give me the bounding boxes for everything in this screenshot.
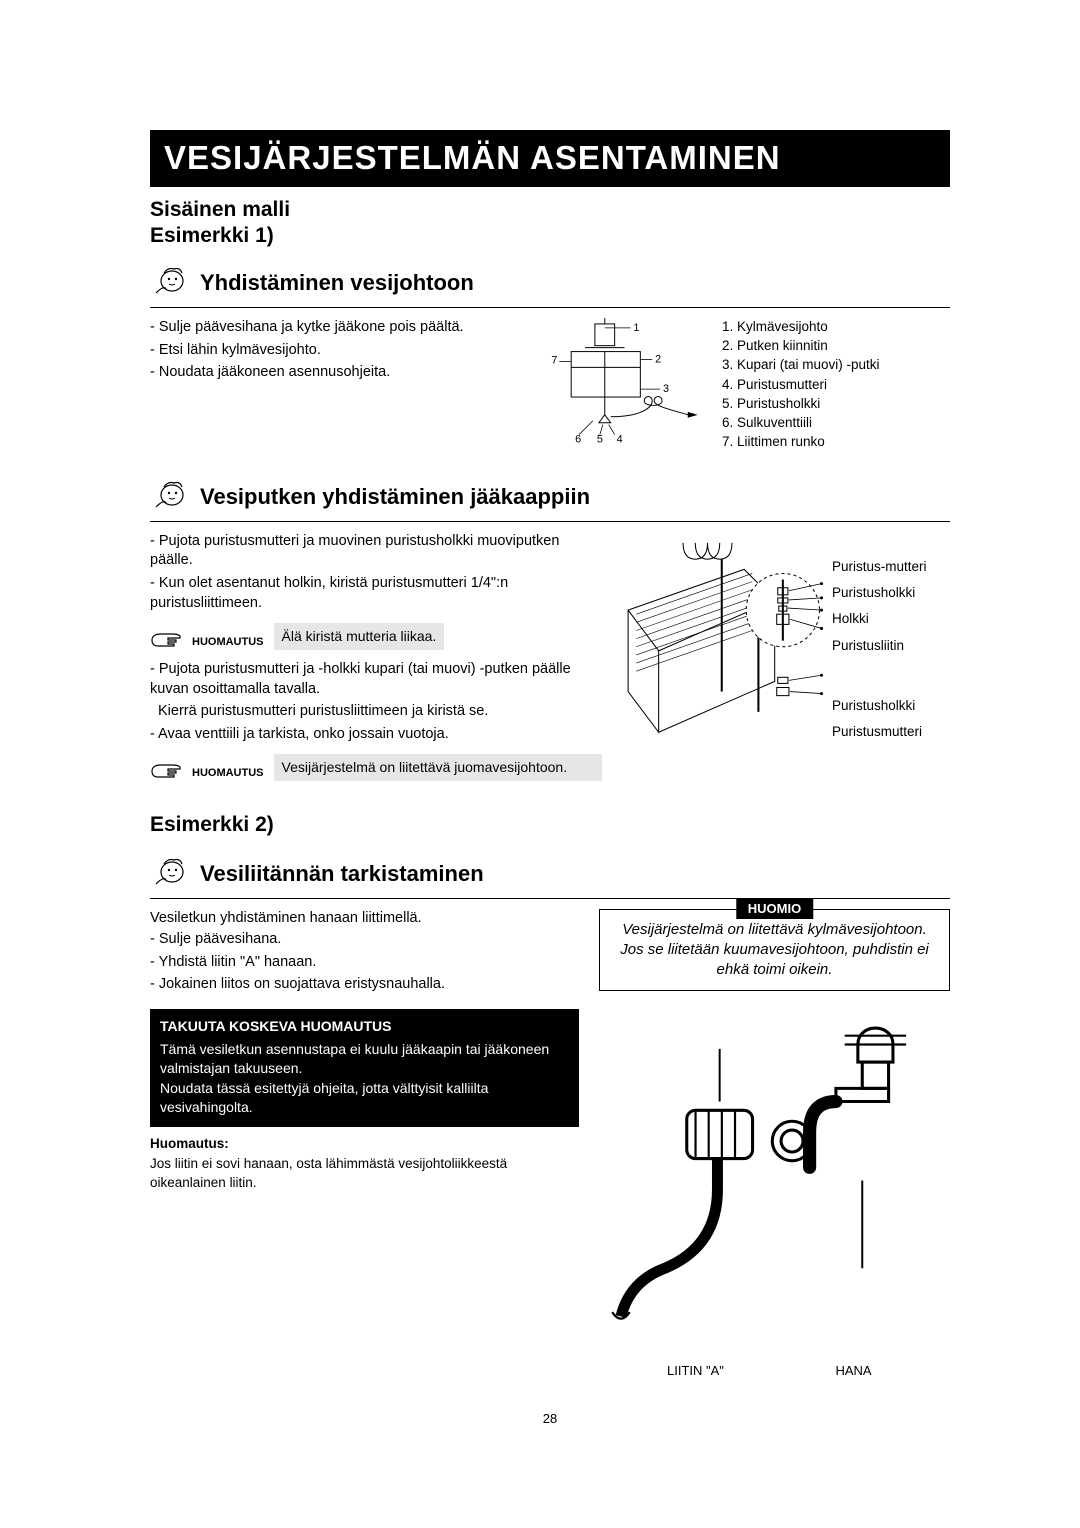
legend-item: 7. Liittimen runko — [722, 433, 950, 451]
page-number: 28 — [150, 1410, 950, 1428]
section2-bullets1: - Pujota puristusmutteri ja muovinen pur… — [150, 532, 602, 613]
legend-item: 2. Putken kiinnitin — [722, 337, 950, 355]
pointing-hand-icon — [150, 626, 182, 648]
svg-text:5: 5 — [597, 434, 603, 446]
mascot-icon — [150, 854, 190, 894]
svg-text:7: 7 — [552, 354, 558, 366]
subtitle-line2: Esimerkki 1) — [150, 224, 274, 247]
page-title-bar: VESIJÄRJESTELMÄN ASENTAMINEN — [150, 130, 950, 187]
valve-diagram: 1 2 3 4 5 6 7 — [504, 318, 702, 456]
note1-label: HUOMAUTUS — [192, 635, 264, 650]
note2-msg: Vesijärjestelmä on liitettävä juomavesij… — [274, 754, 603, 781]
warranty-body2: Noudata tässä esitettyjä ohjeita, jotta … — [160, 1079, 569, 1117]
svg-text:4: 4 — [617, 434, 623, 446]
svg-text:2: 2 — [656, 354, 662, 366]
section3-note: Huomautus: Jos liitin ei sovi hanaan, os… — [150, 1135, 579, 1192]
list-item: - Avaa venttiili ja tarkista, onko jossa… — [150, 725, 602, 745]
subtitle-line1: Sisäinen malli — [150, 198, 290, 221]
callout: Puristus-mutteri — [832, 558, 950, 576]
svg-text:1: 1 — [634, 322, 640, 334]
section1-head: Yhdistäminen vesijohtoon — [150, 263, 950, 308]
pointing-hand-icon — [150, 757, 182, 779]
legend-item: 4. Puristusmutteri — [722, 376, 950, 394]
legend-item: 1. Kylmävesijohto — [722, 318, 950, 336]
example2-heading: Esimerkki 2) — [150, 811, 950, 839]
warranty-body1: Tämä vesiletkun asennustapa ei kuulu jää… — [160, 1040, 569, 1078]
note-body: Jos liitin ei sovi hanaan, osta lähimmäs… — [150, 1156, 507, 1189]
svg-text:3: 3 — [663, 383, 669, 395]
section2-head: Vesiputken yhdistäminen jääkaappiin — [150, 477, 950, 522]
list-item: - Pujota puristusmutteri ja muovinen pur… — [150, 532, 602, 571]
list-item: - Jokainen liitos on suojattava eristysn… — [150, 975, 579, 995]
section3-heading: Vesiliitännän tarkistaminen — [200, 859, 484, 889]
caution-tag: HUOMIO — [736, 898, 813, 920]
callout: Puristusliitin — [832, 637, 950, 655]
section2-heading: Vesiputken yhdistäminen jääkaappiin — [200, 482, 590, 512]
warranty-box: TAKUUTA KOSKEVA HUOMAUTUS Tämä vesiletku… — [150, 1009, 579, 1127]
fitting-labels: LIITIN "A" HANA — [599, 1362, 950, 1380]
list-item: Kierrä puristusmutteri puristusliittimee… — [150, 702, 602, 722]
callout: Puristusholkki — [832, 697, 950, 715]
label-hana: HANA — [776, 1362, 930, 1380]
list-item: - Sulje päävesihana ja kytke jääkone poi… — [150, 318, 484, 338]
section1-legend: 1. Kylmävesijohto 2. Putken kiinnitin 3.… — [722, 318, 950, 463]
note-title: Huomautus: — [150, 1135, 579, 1153]
section3-body: Vesiletkun yhdistäminen hanaan liittimel… — [150, 909, 950, 1380]
list-item: - Pujota puristusmutteri ja -holkki kupa… — [150, 660, 602, 699]
note2: HUOMAUTUS Vesijärjestelmä on liitettävä … — [150, 754, 602, 781]
warranty-title: TAKUUTA KOSKEVA HUOMAUTUS — [160, 1017, 569, 1036]
list-item: - Noudata jääkoneen asennusohjeita. — [150, 363, 484, 383]
caution-body: Vesijärjestelmä on liitettävä kylmävesij… — [620, 921, 929, 979]
callout: Holkki — [832, 610, 950, 628]
list-item: - Etsi lähin kylmävesijohto. — [150, 341, 484, 361]
mascot-icon — [150, 263, 190, 303]
svg-text:6: 6 — [576, 434, 582, 446]
section2-callouts: Puristus-mutteri Puristusholkki Holkki P… — [832, 532, 950, 749]
subtitle: Sisäinen malli Esimerkki 1) — [150, 197, 950, 250]
legend-item: 6. Sulkuventtiili — [722, 414, 950, 432]
legend-item: 5. Puristusholkki — [722, 395, 950, 413]
caution-box: HUOMIO Vesijärjestelmä on liitettävä kyl… — [599, 909, 950, 992]
mascot-icon — [150, 477, 190, 517]
list-item: - Sulje päävesihana. — [150, 930, 579, 950]
note2-label: HUOMAUTUS — [192, 766, 264, 781]
section1-bullets: - Sulje päävesihana ja kytke jääkone poi… — [150, 318, 484, 383]
section1-heading: Yhdistäminen vesijohtoon — [200, 268, 474, 298]
callout: Puristusholkki — [832, 584, 950, 602]
callout: Puristusmutteri — [832, 723, 950, 741]
label-liitin: LIITIN "A" — [618, 1362, 772, 1380]
section2-bullets2: - Pujota puristusmutteri ja -holkki kupa… — [150, 660, 602, 744]
hose-fitting-diagram — [599, 1005, 950, 1356]
section2-body: - Pujota puristusmutteri ja muovinen pur… — [150, 532, 950, 791]
note1: HUOMAUTUS Älä kiristä mutteria liikaa. — [150, 623, 602, 650]
section3-intro: Vesiletkun yhdistäminen hanaan liittimel… — [150, 909, 579, 929]
section3-bullets: - Sulje päävesihana. - Yhdistä liitin "A… — [150, 930, 579, 995]
legend-item: 3. Kupari (tai muovi) -putki — [722, 356, 950, 374]
note1-msg: Älä kiristä mutteria liikaa. — [274, 623, 445, 650]
page-title: VESIJÄRJESTELMÄN ASENTAMINEN — [164, 139, 781, 176]
list-item: - Yhdistä liitin "A" hanaan. — [150, 953, 579, 973]
fridge-back-diagram — [622, 532, 826, 749]
list-item: - Kun olet asentanut holkin, kiristä pur… — [150, 574, 602, 613]
section1-body: - Sulje päävesihana ja kytke jääkone poi… — [150, 318, 950, 463]
section3-head: Vesiliitännän tarkistaminen — [150, 854, 950, 899]
